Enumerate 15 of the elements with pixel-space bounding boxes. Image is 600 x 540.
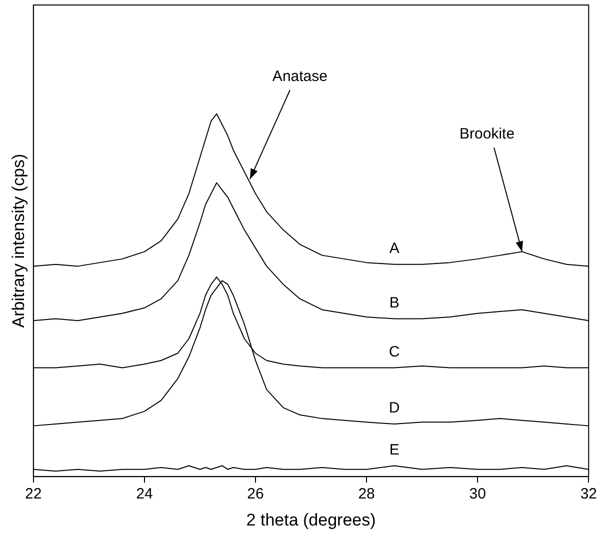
x-tick-label: 28 (358, 486, 375, 503)
x-tick-label: 24 (136, 486, 153, 503)
series-label: C (388, 343, 400, 360)
x-axis-title: 2 theta (degrees) (246, 510, 376, 530)
annotation: Brookite (460, 125, 515, 142)
series-label: B (389, 294, 400, 312)
x-tick-label: 22 (25, 486, 42, 503)
x-tick-label: 32 (580, 486, 597, 503)
series-label: D (388, 400, 400, 417)
annotation: Anatase (272, 68, 328, 85)
x-tick-label: 30 (469, 486, 486, 503)
series-label: E (389, 441, 400, 458)
y-axis-title: Arbitrary intensity (cps) (8, 154, 28, 328)
x-tick-label: 26 (247, 486, 264, 503)
series-label: A (389, 240, 400, 258)
